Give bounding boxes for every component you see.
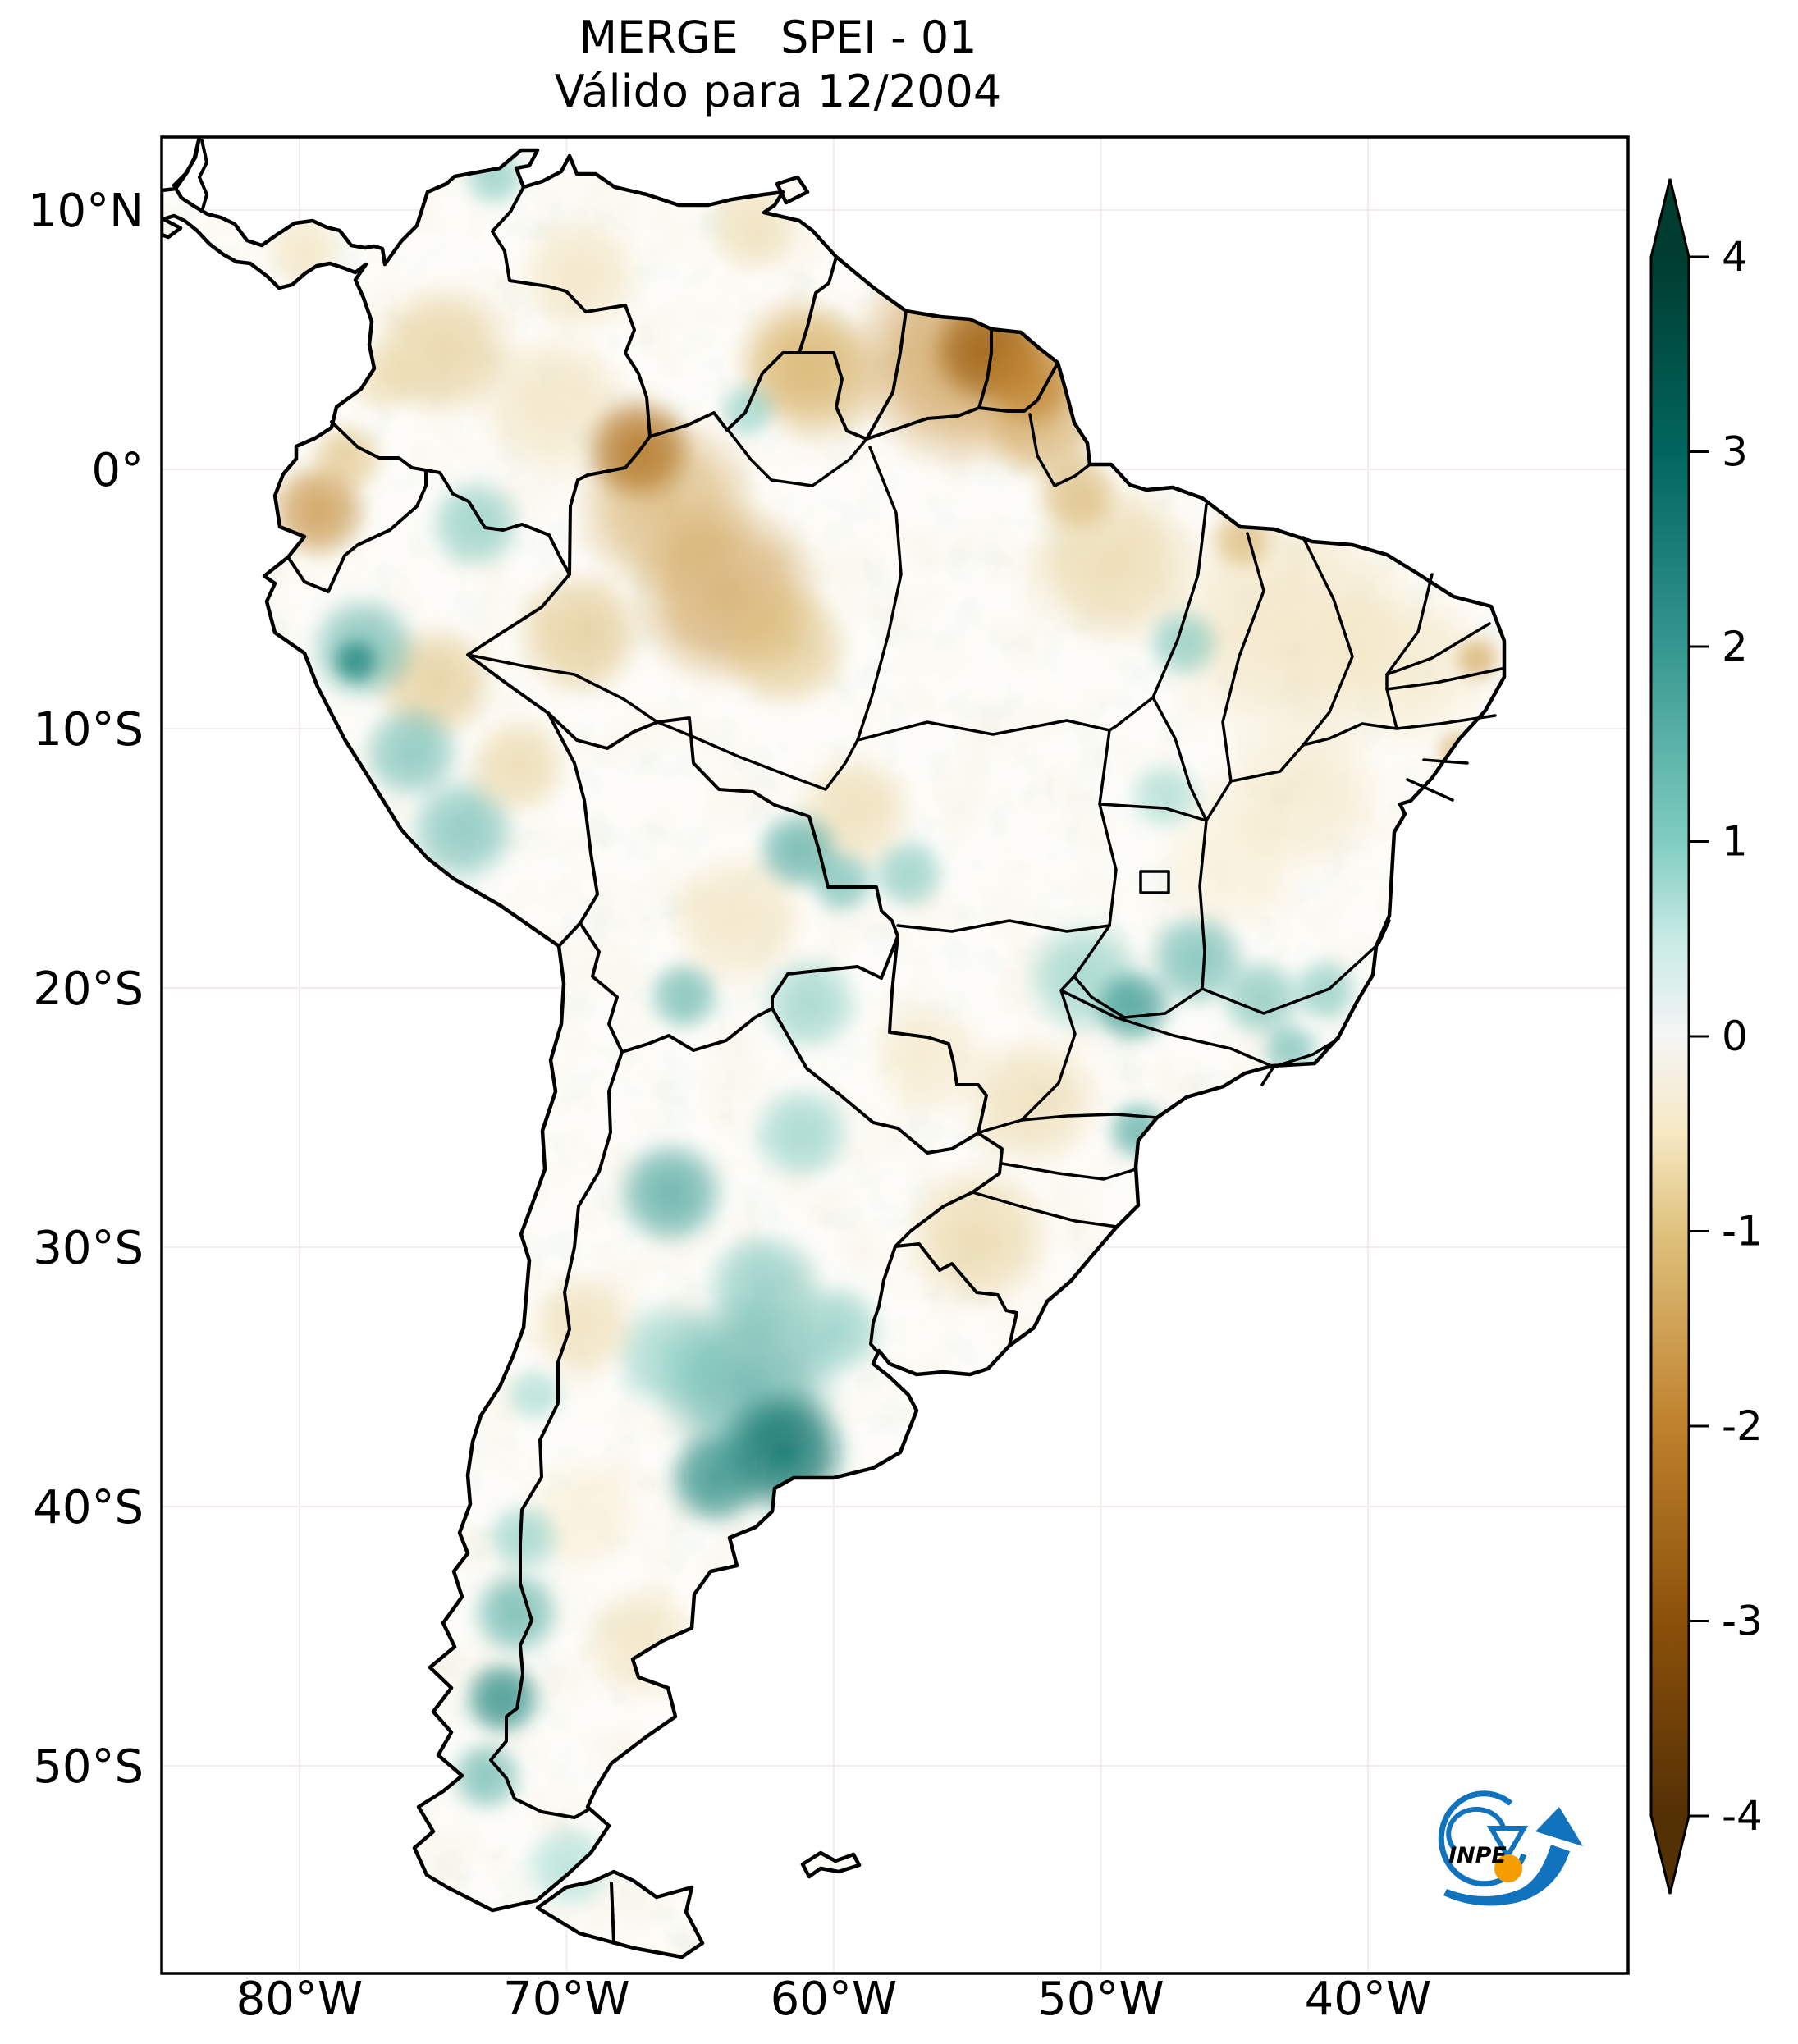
spei-anomaly-blob	[510, 565, 650, 701]
x-axis-tick-label: 50°W	[1037, 1973, 1164, 2026]
y-axis-tick-label: 10°S	[33, 703, 144, 757]
spei-anomaly-blob	[748, 1081, 856, 1186]
spei-anomaly-blob	[611, 1136, 730, 1251]
spei-anomaly-blob	[502, 1364, 567, 1427]
spei-anomaly-blob	[1031, 448, 1123, 537]
x-axis-tick-label: 40°W	[1305, 1973, 1432, 2026]
y-axis-tick-label: 30°S	[33, 1222, 144, 1275]
country-borders	[198, 139, 1059, 1945]
colorbar-tick-label: 4	[1722, 233, 1748, 281]
x-axis-tick-label: 70°W	[503, 1973, 630, 2026]
spei-anomaly-blob	[1151, 790, 1302, 936]
x-axis-tick-label: 60°W	[771, 1973, 898, 2026]
spei-anomaly-blob	[328, 635, 382, 688]
spei-field	[162, 137, 1504, 1957]
spei-anomaly-blob	[464, 716, 573, 820]
spei-anomaly-blob	[513, 210, 647, 340]
spei-anomaly-blob	[524, 1268, 642, 1383]
colorbar-tick-label: 0	[1722, 1013, 1748, 1060]
spei-anomaly-blob	[1143, 604, 1224, 683]
inpe-logo-orange-ball	[1494, 1854, 1522, 1882]
y-axis-tick-label: 10°N	[28, 185, 144, 238]
spei-anomaly-blob	[483, 1498, 565, 1577]
spei-anomaly-blob	[345, 340, 425, 418]
x-axis-tick-label: 80°W	[236, 1973, 364, 2026]
spei-anomaly-blob	[868, 835, 949, 913]
spei-anomaly-blob	[700, 173, 807, 278]
y-axis-tick-label: 40°S	[33, 1481, 144, 1534]
figure-title: MERGE SPEI - 01	[579, 11, 977, 63]
spei-anomaly-blob	[956, 1029, 1107, 1175]
spei-anomaly-blob	[1432, 725, 1486, 779]
colorbar-tick-label: -3	[1722, 1598, 1763, 1645]
spei-anomaly-blob	[424, 474, 527, 574]
spei-anomaly-blob	[662, 1426, 770, 1530]
spei-anomaly-blob	[898, 1159, 1059, 1315]
spei-anomaly-blob	[521, 1820, 618, 1914]
spei-anomaly-blob	[468, 1566, 565, 1660]
y-axis-labels: 10°N 0° 10°S 20°S 30°S 40°S 50°S	[28, 185, 144, 1794]
spei-anomaly-blob	[716, 378, 780, 441]
inpe-logo-arrowhead	[1535, 1807, 1583, 1846]
state-borders	[466, 413, 1503, 1228]
figure-subtitle: Válido para 12/2004	[555, 66, 1001, 117]
spei-anomaly-blob	[1124, 757, 1206, 835]
colorbar-tick-label: 2	[1722, 623, 1748, 670]
spei-anomaly-blob	[1090, 964, 1176, 1048]
x-axis-labels: 80°W 70°W 60°W 50°W 40°W	[236, 1973, 1432, 2026]
colorbar: 4 3 2 1 0 -1 -2 -3 -4	[1649, 178, 1763, 1895]
coastline	[162, 137, 1507, 1959]
colorbar-bar	[1649, 178, 1690, 1895]
spei-anomaly-blob	[1207, 505, 1278, 574]
colorbar-tick-label: -1	[1722, 1208, 1763, 1255]
spei-anomaly-blob	[643, 957, 725, 1035]
inpe-logo-text: INPE	[1448, 1843, 1507, 1868]
inpe-logo-swirl-arrowhead	[1486, 1826, 1529, 1861]
y-axis-tick-label: 50°S	[33, 1740, 144, 1794]
spei-anomaly-blob	[716, 578, 856, 714]
spei-anomaly-blob	[780, 1278, 888, 1383]
colorbar-ticks: 4 3 2 1 0 -1 -2 -3 -4	[1689, 233, 1763, 1840]
y-axis-tick-label: 0°	[91, 444, 144, 497]
spei-anomaly-blob	[446, 1737, 527, 1816]
colorbar-tick-label: -2	[1722, 1402, 1763, 1450]
spei-anomaly-blob	[866, 998, 995, 1123]
inpe-logo: INPE	[1438, 1790, 1583, 1906]
spei-anomaly-blob	[804, 845, 880, 918]
map-frame	[160, 135, 1630, 1975]
spei-anomaly-blob	[1258, 1018, 1323, 1081]
y-axis-tick-label: 20°S	[33, 963, 144, 1016]
colorbar-tick-label: 3	[1722, 428, 1748, 476]
spei-anomaly-blob	[358, 700, 465, 804]
inpe-logo-swirl-inner	[1446, 1806, 1507, 1852]
spei-anomaly-blob	[307, 419, 388, 498]
spei-anomaly-blob	[577, 1579, 706, 1704]
inpe-logo-arrow	[1443, 1845, 1570, 1906]
spei-anomaly-blob	[579, 391, 698, 506]
colorbar-tick-label: 1	[1722, 818, 1748, 866]
colorbar-tick-label: -4	[1722, 1792, 1763, 1840]
spei-anomaly-blob	[460, 1657, 546, 1740]
